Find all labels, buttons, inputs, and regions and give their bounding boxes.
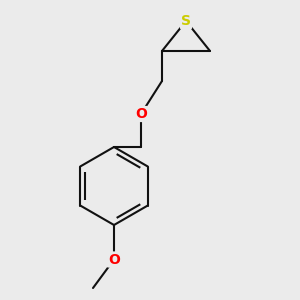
Text: O: O — [108, 253, 120, 266]
Text: O: O — [135, 107, 147, 121]
Text: S: S — [181, 14, 191, 28]
